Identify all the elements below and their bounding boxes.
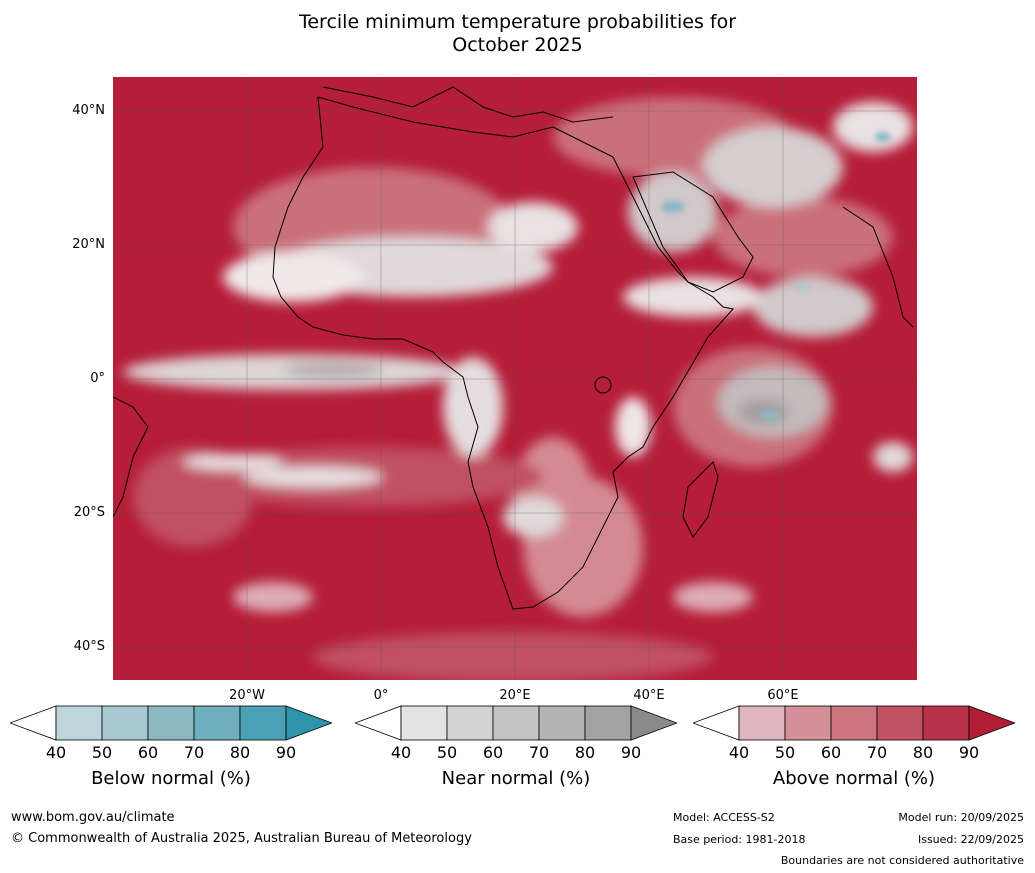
colorbar-low-extend: [693, 705, 740, 741]
colorbar-segment: [922, 705, 970, 741]
lat-label-40n: 40°N: [72, 103, 105, 118]
footer-model: Model: ACCESS-S2: [673, 811, 775, 824]
colorbar-near-normal: [355, 705, 677, 741]
colorbar-tick-label: 50: [436, 743, 458, 762]
colorbar-segment: [239, 705, 287, 741]
colorbar-tick-label: 80: [229, 743, 251, 762]
colorbar-segment: [147, 705, 195, 741]
lon-label-20w: 20°W: [229, 688, 265, 703]
lat-label-20s: 20°S: [73, 505, 105, 520]
colorbar-tick-label: 60: [820, 743, 842, 762]
colorbar-high-extend: [630, 705, 677, 741]
coastlines: [113, 86, 914, 610]
probability-map: [113, 77, 917, 680]
colorbar-tick-label: 90: [275, 743, 297, 762]
colorbar-segment: [55, 705, 103, 741]
graticule: [113, 77, 917, 680]
legend-title-near: Near normal (%): [441, 768, 591, 789]
colorbar-segment: [193, 705, 241, 741]
colorbar-segment: [446, 705, 494, 741]
colorbar-tick-label: 80: [912, 743, 934, 762]
lon-label-40e: 40°E: [633, 688, 665, 703]
colorbar-tick-label: 40: [45, 743, 67, 762]
footer-copyright: © Commonwealth of Australia 2025, Austra…: [11, 831, 472, 846]
colorbar-segment: [876, 705, 924, 741]
colorbar-above-normal: [693, 705, 1015, 741]
colorbar-tick-label: 50: [91, 743, 113, 762]
colorbar-high-extend: [968, 705, 1015, 741]
lon-label-20e: 20°E: [499, 688, 531, 703]
probability-field: [123, 97, 913, 680]
colorbar-tick-label: 70: [528, 743, 550, 762]
colorbar-low-extend: [355, 705, 402, 741]
colorbar-tick-label: 80: [574, 743, 596, 762]
colorbar-segment: [492, 705, 540, 741]
colorbar-tick-label: 40: [390, 743, 412, 762]
legend-title-above: Above normal (%): [772, 768, 936, 789]
footer-model-run: Model run: 20/09/2025: [898, 811, 1024, 824]
colorbar-tick-label: 90: [958, 743, 980, 762]
colorbar-tick-label: 40: [728, 743, 750, 762]
colorbar-below-normal: [10, 705, 332, 741]
colorbar-tick-label: 70: [866, 743, 888, 762]
lat-label-0: 0°: [90, 371, 105, 386]
chart-title-line2: October 2025: [452, 34, 583, 56]
legend-title-below: Below normal (%): [91, 768, 251, 789]
map-svg: [113, 77, 917, 680]
lat-label-40s: 40°S: [73, 639, 105, 654]
colorbar-segment: [538, 705, 586, 741]
lon-label-60e: 60°E: [767, 688, 799, 703]
footer-base-period: Base period: 1981-2018: [673, 833, 806, 846]
colorbar-segment: [738, 705, 786, 741]
footer-url[interactable]: www.bom.gov.au/climate: [11, 810, 175, 825]
colorbar-tick-label: 50: [774, 743, 796, 762]
lon-label-0: 0°: [373, 688, 389, 703]
lat-label-20n: 20°N: [72, 237, 105, 252]
colorbar-segment: [101, 705, 149, 741]
colorbar-tick-label: 60: [482, 743, 504, 762]
footer-disclaimer: Boundaries are not considered authoritat…: [780, 854, 1024, 867]
footer-issued: Issued: 22/09/2025: [917, 833, 1024, 846]
colorbar-segment: [784, 705, 832, 741]
chart-title-line1: Tercile minimum temperature probabilitie…: [298, 11, 737, 33]
colorbar-tick-label: 90: [620, 743, 642, 762]
colorbar-low-extend: [10, 705, 57, 741]
colorbar-tick-label: 60: [137, 743, 159, 762]
colorbar-tick-label: 70: [183, 743, 205, 762]
colorbar-segment: [830, 705, 878, 741]
colorbar-segment: [400, 705, 448, 741]
colorbar-high-extend: [285, 705, 332, 741]
colorbar-segment: [584, 705, 632, 741]
